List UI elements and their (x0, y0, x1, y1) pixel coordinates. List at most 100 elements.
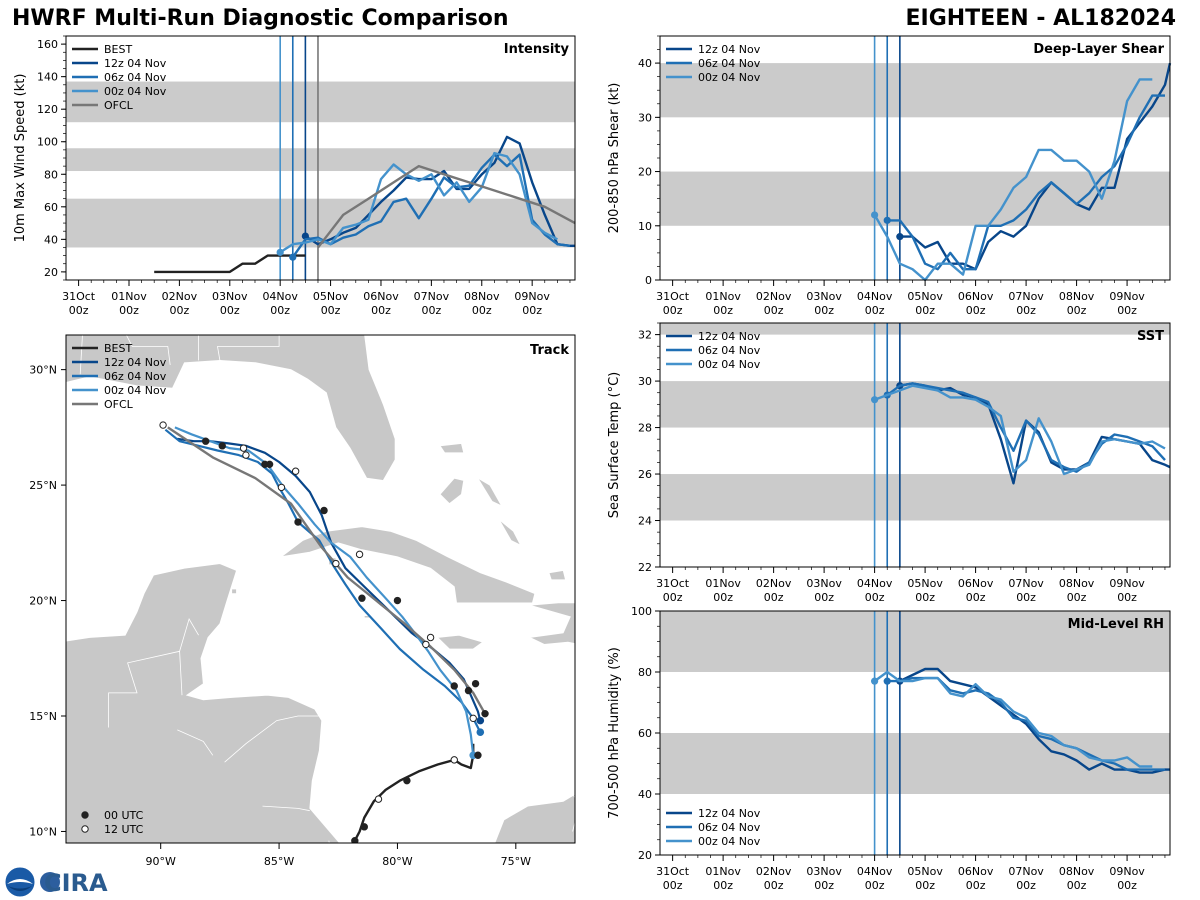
shear-xtick-label: 00z (966, 304, 986, 317)
shear-series-12z-04-nov (899, 62, 1172, 271)
intensity-xtick-label: 00z (522, 304, 542, 317)
shear-legend-label: 06z 04 Nov (698, 57, 761, 70)
sst-ytick-label: 32 (638, 329, 652, 342)
sst-panel-title: SST (1137, 329, 1164, 344)
bahamas-island (548, 570, 567, 581)
bahamas-island (439, 477, 465, 505)
track-start-marker (476, 716, 485, 725)
rh-xtick-label: 00z (865, 879, 885, 892)
border-line (79, 335, 83, 375)
track-dot-12utc (291, 467, 300, 475)
cuba-land (281, 526, 536, 604)
rh-xtick-label: 00z (1016, 879, 1036, 892)
track-dot-00utc (360, 823, 368, 831)
isla-juventud (328, 557, 337, 566)
sst-legend-label: 06z 04 Nov (698, 344, 761, 357)
shear-xtick-label: 00z (764, 304, 784, 317)
intensity-ytick-label: 20 (44, 266, 58, 279)
rh-xtick-label: 00z (814, 879, 834, 892)
track-panel-title: Track (530, 343, 569, 358)
intensity-ytick-label: 60 (44, 201, 58, 214)
track-dot-00utc (481, 709, 489, 718)
rh-init-marker (896, 677, 904, 685)
track-marker-legend-label: 12 UTC (104, 823, 144, 836)
shear-xtick-label: 00z (1117, 304, 1137, 317)
rh-band (660, 733, 1170, 794)
track-dot-00utc (358, 594, 366, 602)
track-dot-00utc (351, 836, 359, 843)
sst-xtick-label: 00z (764, 591, 784, 604)
intensity-ytick-label: 160 (37, 38, 58, 51)
sst-xtick-label: 00z (966, 591, 986, 604)
track-dot-00utc (474, 751, 482, 759)
border-line (177, 729, 214, 756)
shear-xtick-label: 03Nov (806, 290, 842, 303)
track-dot-12utc (277, 483, 286, 492)
track-dot-12utc (374, 795, 383, 803)
rh-xtick-label: 05Nov (907, 865, 943, 878)
border-line (108, 650, 183, 728)
intensity-series-ofcl (317, 164, 576, 249)
shear-xtick-label: 31Oct (656, 290, 690, 303)
shear-xtick-label: 00z (1016, 304, 1036, 317)
track-series-ofcl (167, 426, 487, 715)
shear-ytick-label: 0 (645, 274, 652, 287)
intensity-ytick-label: 100 (37, 136, 58, 149)
intensity-legend-label: 00z 04 Nov (104, 85, 167, 98)
north-america-land (66, 335, 396, 481)
sst-series-00z-04-nov (874, 384, 1166, 476)
track-dot-00utc (471, 679, 480, 688)
track-start-marker (469, 751, 478, 760)
border-line (179, 617, 199, 652)
rh-xtick-label: 00z (663, 879, 683, 892)
shear-ytick-label: 30 (638, 111, 652, 124)
track-dot-12utc (242, 451, 250, 459)
track-panel: 90°W 85°W 80°W 75°W 10°N 15°N 20°N 25°N 30°N Trac… (29, 334, 576, 887)
shear-xtick-label: 01Nov (705, 290, 741, 303)
intensity-xtick-label: 00z (421, 304, 441, 317)
rh-series-12z-04-nov (899, 667, 1170, 774)
intensity-xtick-label: 05Nov (313, 290, 349, 303)
intensity-legend-label: OFCL (104, 99, 134, 112)
track-ytick-label: 15°N (29, 710, 57, 723)
rh-ytick-label: 80 (638, 666, 652, 679)
sst-ylabel: Sea Surface Temp (°C) (607, 372, 622, 519)
sst-xtick-label: 06Nov (958, 577, 994, 590)
rh-legend-label: 12z 04 Nov (698, 807, 761, 820)
rh-xtick-label: 00z (915, 879, 935, 892)
shear-series-06z-04-nov (887, 94, 1165, 271)
intensity-xtick-label: 07Nov (414, 290, 450, 303)
intensity-xtick-label: 00z (270, 304, 290, 317)
track-xtick-label: 90°W (146, 855, 176, 868)
intensity-frame (65, 35, 576, 281)
border-line (262, 805, 310, 812)
rh-xtick-label: 00z (1117, 879, 1137, 892)
intensity-xtick-label: 06Nov (363, 290, 399, 303)
sst-series-06z-04-nov (886, 382, 1166, 473)
border-line (459, 862, 464, 887)
jamaica-land (436, 634, 484, 650)
track-map (66, 335, 575, 887)
hispaniola-land (528, 602, 575, 645)
shear-panel: 01020304031Oct00z01Nov00z02Nov00z03Nov00… (607, 35, 1172, 317)
intensity-xtick-label: 00z (321, 304, 341, 317)
rh-init-marker (883, 677, 891, 685)
shear-xtick-label: 02Nov (756, 290, 792, 303)
sst-xtick-label: 00z (865, 591, 885, 604)
sst-init-marker (883, 391, 891, 399)
rh-xtick-label: 00z (966, 879, 986, 892)
border-line (565, 785, 575, 832)
sst-init-marker (871, 396, 879, 404)
intensity-ytick-label: 120 (37, 103, 58, 116)
intensity-legend-label: 06z 04 Nov (104, 71, 167, 84)
shear-ytick-label: 20 (638, 166, 652, 179)
sst-ytick-label: 30 (638, 375, 652, 388)
track-dot-12utc (355, 550, 364, 559)
track-legend-label: 12z 04 Nov (104, 356, 167, 369)
sst-xtick-label: 00z (1067, 591, 1087, 604)
sst-ytick-label: 26 (638, 468, 652, 481)
sst-xtick-label: 09Nov (1109, 577, 1145, 590)
intensity-xtick-label: 09Nov (514, 290, 550, 303)
track-dot-12utc (450, 756, 458, 764)
